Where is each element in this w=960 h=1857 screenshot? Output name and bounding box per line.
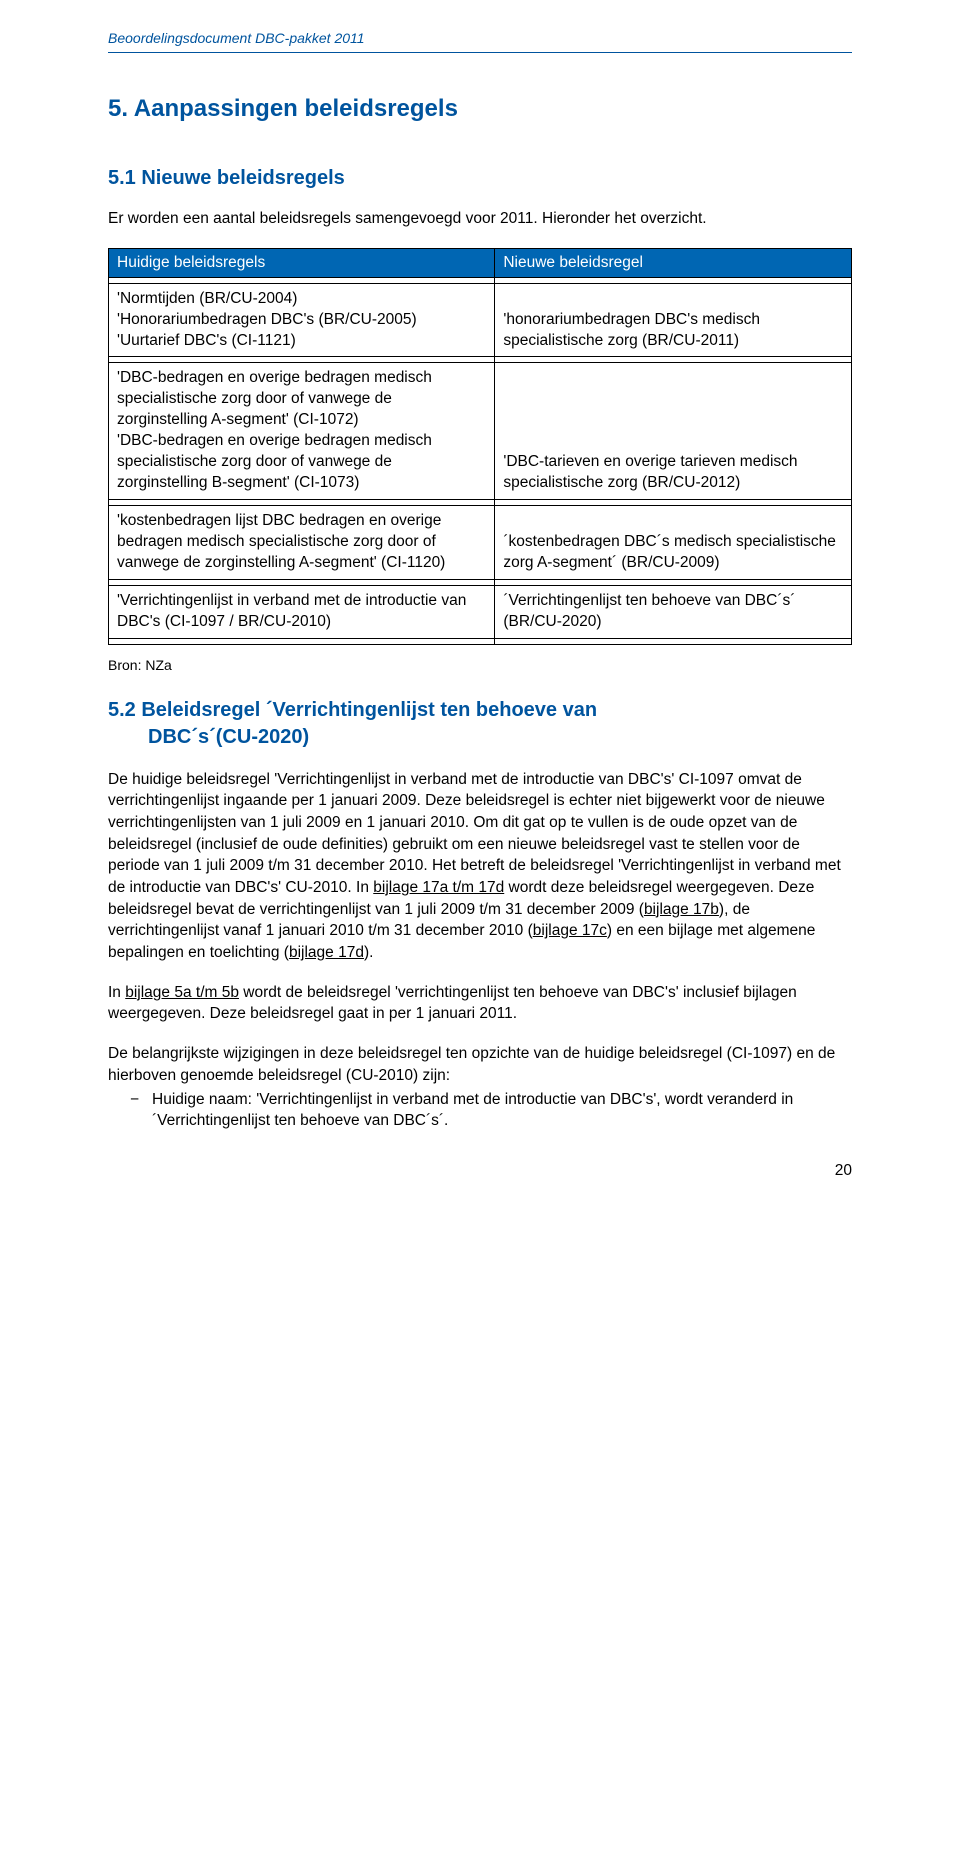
table-source: Bron: NZa xyxy=(108,657,852,673)
p1-underline-3: bijlage 17c xyxy=(533,922,607,939)
section-5-2-para-3: De belangrijkste wijzigingen in deze bel… xyxy=(108,1043,852,1086)
section-5-1-intro: Er worden een aantal beleidsregels samen… xyxy=(108,208,852,230)
dash-icon: − xyxy=(130,1089,152,1132)
section-5-2-title: 5.2 Beleidsregel ´Verrichtingenlijst ten… xyxy=(108,697,852,751)
section-5-2-para-2: In bijlage 5a t/m 5b wordt de beleidsreg… xyxy=(108,982,852,1025)
table-spacer-row xyxy=(109,638,852,644)
bullet-list: − Huidige naam: 'Verrichtingenlijst in v… xyxy=(108,1089,852,1132)
p2-text-a: In xyxy=(108,984,125,1001)
table-row: 'DBC-bedragen en overige bedragen medisc… xyxy=(109,363,852,500)
p1-text-a: De huidige beleidsregel 'Verrichtingenli… xyxy=(108,771,841,896)
table-row: 'Verrichtingenlijst in verband met de in… xyxy=(109,585,852,638)
p1-underline-1: bijlage 17a t/m 17d xyxy=(373,879,504,896)
table-cell-left: 'DBC-bedragen en overige bedragen medisc… xyxy=(109,363,495,500)
table-cell-right: ´Verrichtingenlijst ten behoeve van DBC´… xyxy=(495,585,852,638)
p2-underline-1: bijlage 5a t/m 5b xyxy=(125,984,239,1001)
table-cell-left: 'Normtijden (BR/CU-2004) 'Honorariumbedr… xyxy=(109,283,495,357)
p1-underline-2: bijlage 17b xyxy=(644,901,719,918)
table-cell-left: 'Verrichtingenlijst in verband met de in… xyxy=(109,585,495,638)
page-number: 20 xyxy=(0,1132,960,1180)
table-row: 'kostenbedragen lijst DBC bedragen en ov… xyxy=(109,505,852,579)
table-header-row: Huidige beleidsregels Nieuwe beleidsrege… xyxy=(109,248,852,277)
policy-table: Huidige beleidsregels Nieuwe beleidsrege… xyxy=(108,248,852,645)
table-cell-right: 'DBC-tarieven en overige tarieven medisc… xyxy=(495,363,852,500)
section-5-title: 5. Aanpassingen beleidsregels xyxy=(108,95,852,123)
section-5-1-title: 5.1 Nieuwe beleidsregels xyxy=(108,167,852,190)
p1-text-e: ). xyxy=(364,944,373,961)
p1-underline-4: bijlage 17d xyxy=(289,944,364,961)
table-cell-right: ´kostenbedragen DBC´s medisch specialist… xyxy=(495,505,852,579)
table-header-right: Nieuwe beleidsregel xyxy=(495,248,852,277)
section-5-2-title-line1: 5.2 Beleidsregel ´Verrichtingenlijst ten… xyxy=(108,699,597,721)
table-cell-left: 'kostenbedragen lijst DBC bedragen en ov… xyxy=(109,505,495,579)
table-header-left: Huidige beleidsregels xyxy=(109,248,495,277)
table-cell-right: 'honorariumbedragen DBC's medisch specia… xyxy=(495,283,852,357)
doc-header: Beoordelingsdocument DBC-pakket 2011 xyxy=(108,30,852,53)
section-5-2-title-line2: DBC´s´(CU-2020) xyxy=(108,724,852,751)
table-row: 'Normtijden (BR/CU-2004) 'Honorariumbedr… xyxy=(109,283,852,357)
section-5-2-para-1: De huidige beleidsregel 'Verrichtingenli… xyxy=(108,769,852,964)
list-item: − Huidige naam: 'Verrichtingenlijst in v… xyxy=(130,1089,852,1132)
bullet-text: Huidige naam: 'Verrichtingenlijst in ver… xyxy=(152,1089,852,1132)
